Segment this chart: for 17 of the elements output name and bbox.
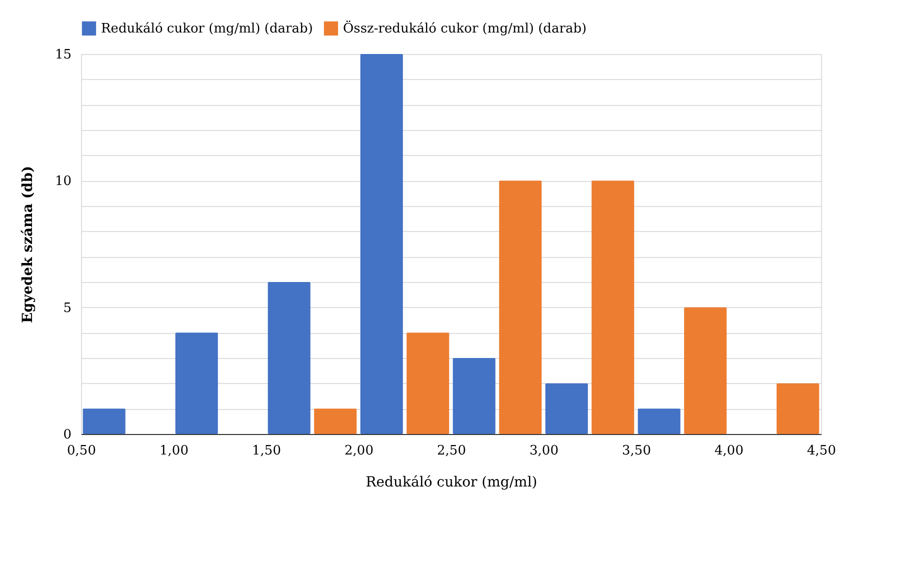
x-tick-label: 1,00 (160, 444, 188, 458)
x-tick-label: 4,50 (807, 444, 836, 458)
x-tick-label: 3,00 (530, 444, 558, 458)
x-axis-title: Redukáló cukor (mg/ml) (366, 474, 538, 490)
y-axis-title: Egyedek száma (db) (20, 166, 36, 324)
x-tick-label: 2,50 (437, 444, 466, 458)
y-tick-label: 10 (54, 174, 72, 190)
x-tick-label: 4,00 (714, 444, 744, 458)
x-tick-label: 3,50 (622, 444, 651, 458)
y-tick-label: 5 (63, 300, 72, 316)
x-tick-label: 1,50 (252, 444, 281, 458)
y-tick-label: 0 (63, 428, 72, 442)
legend-label: Redukáló cukor (mg/ml) (darab) (101, 21, 313, 36)
legend-label: Össz-redukáló cukor (mg/ml) (darab) (343, 20, 587, 36)
y-tick-label: 15 (54, 48, 72, 62)
x-tick-label: 2,00 (344, 444, 374, 458)
x-tick-label: 0,50 (67, 444, 96, 458)
